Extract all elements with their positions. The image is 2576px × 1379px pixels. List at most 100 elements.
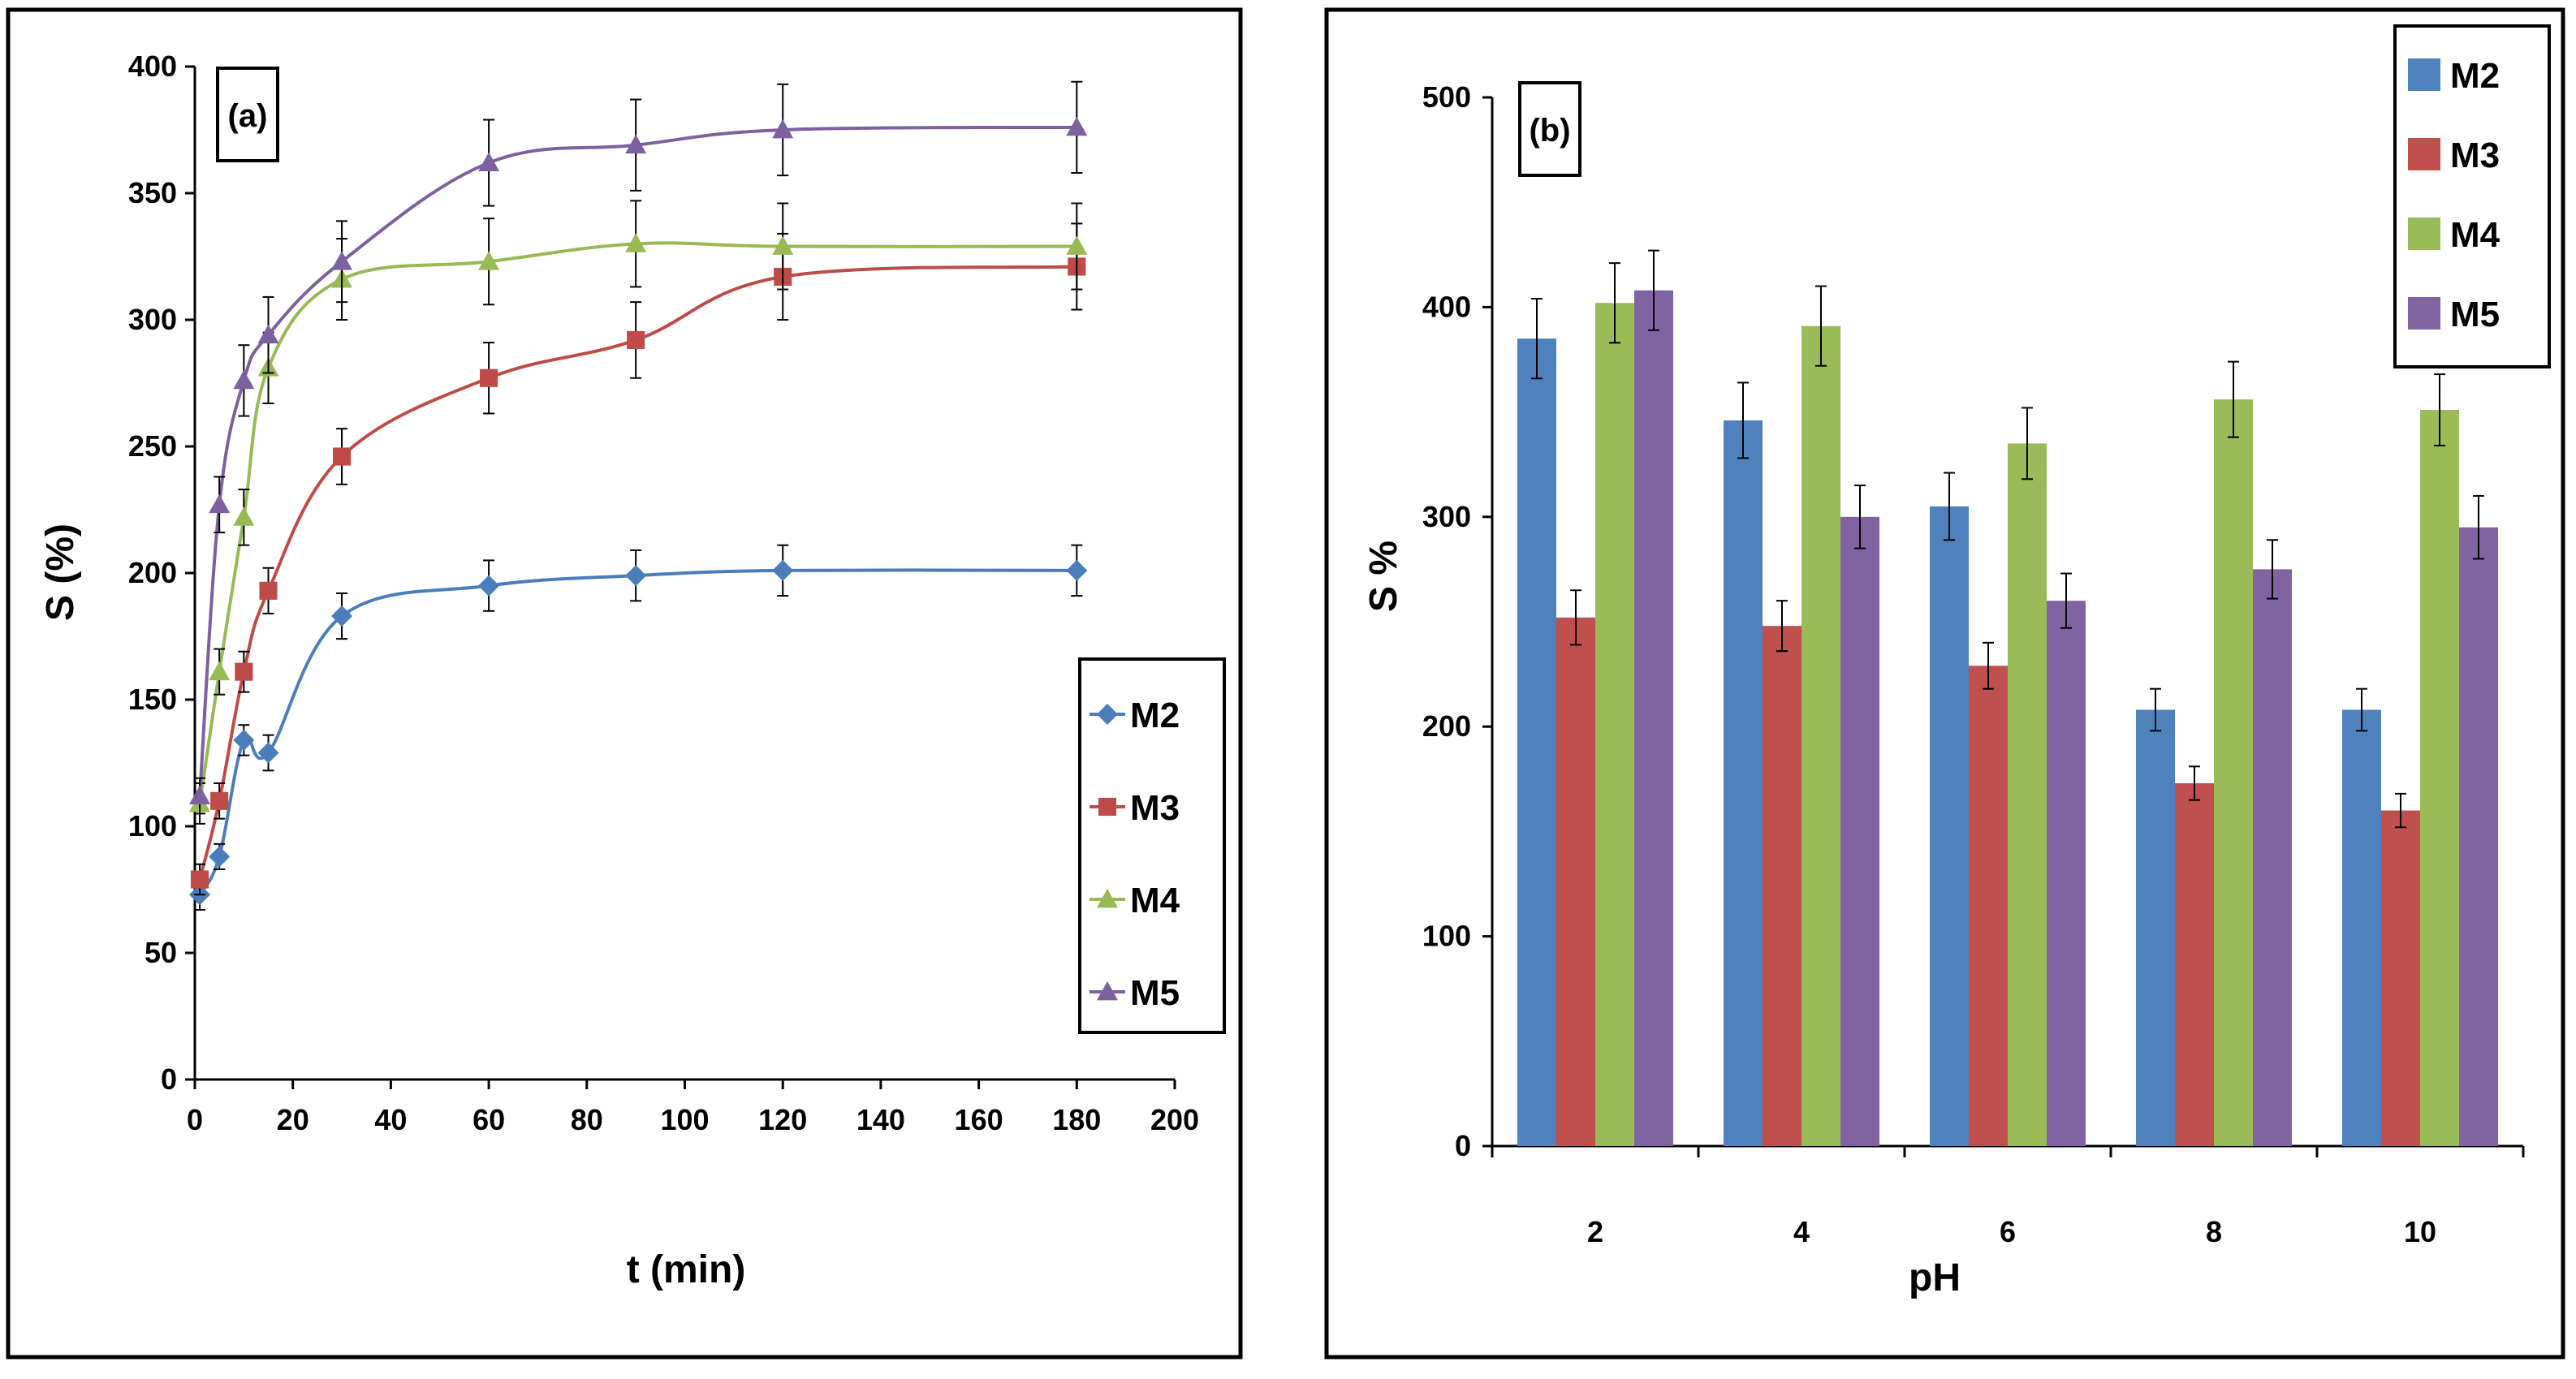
data-point (772, 559, 794, 581)
panel-a-label-box: (a) (216, 67, 279, 162)
y-tick-label: 300 (128, 303, 177, 336)
legend-label: M5 (2450, 295, 2500, 334)
legend-box (1078, 657, 1226, 1034)
bar-chart-panel: 0 100 200 300 400 500 2 4 6 8 10 (b) pH S % M2 M3 M4… (1362, 24, 2551, 1299)
legend-label: M5 (1130, 973, 1180, 1013)
x-tick-label: 200 (1150, 1103, 1199, 1136)
data-point (333, 447, 352, 466)
legend-swatch (2408, 218, 2440, 250)
data-point (331, 251, 353, 270)
x-tick-label: 180 (1052, 1103, 1101, 1136)
y-tick-label: 200 (128, 556, 177, 589)
data-point (772, 235, 794, 255)
panel-b-ylabel: S % (1362, 541, 1405, 612)
legend-label: M4 (2450, 215, 2500, 255)
x-tick-label: 60 (472, 1103, 505, 1136)
data-point (772, 119, 794, 139)
bar (1556, 617, 1595, 1146)
bar (2008, 443, 2047, 1146)
data-point (478, 251, 500, 270)
bar (2381, 810, 2420, 1146)
panel-a-ylabel: S (%) (39, 524, 82, 621)
data-point (233, 369, 255, 390)
data-point (190, 870, 209, 889)
panel-a-xlabel: t (min) (627, 1248, 746, 1291)
bar (1595, 303, 1634, 1147)
bar (1724, 420, 1763, 1146)
x-tick-label: 0 (187, 1103, 203, 1136)
bar (1634, 290, 1673, 1146)
bar (1930, 506, 1969, 1146)
panel-a-label: (a) (228, 98, 268, 134)
legend-swatch (2408, 58, 2440, 91)
x-tick-label: 10 (2404, 1215, 2436, 1248)
x-tick-label: 8 (2206, 1215, 2222, 1248)
x-tick-label: 20 (277, 1103, 309, 1136)
data-point (189, 785, 211, 804)
bar (2420, 410, 2459, 1146)
panel-b-xlabel: pH (1909, 1256, 1961, 1299)
bar (1517, 338, 1556, 1146)
data-point (1066, 116, 1088, 136)
data-point (625, 233, 647, 252)
x-tick-label: 6 (2000, 1215, 2016, 1248)
y-tick-label: 400 (128, 50, 177, 83)
bar (2253, 569, 2292, 1146)
data-point (257, 324, 279, 344)
y-tick-label: 500 (1422, 80, 1471, 114)
bar (1801, 325, 1840, 1146)
data-point (257, 742, 279, 764)
legend-swatch (2408, 138, 2440, 170)
bar (1969, 666, 2008, 1146)
data-point (478, 575, 500, 597)
x-tick-label: 160 (955, 1103, 1003, 1136)
panel-a-legend: M2 M3 M4 M5 (1078, 657, 1226, 1034)
x-tick-label: 4 (1793, 1215, 1810, 1248)
y-tick-label: 50 (145, 936, 177, 969)
panel-b-label-box: (b) (1518, 81, 1581, 177)
legend-swatch (2408, 297, 2440, 330)
panel-b-bars (1517, 249, 2498, 1147)
y-tick-label: 350 (128, 176, 177, 209)
y-tick-label: 0 (1455, 1129, 1471, 1162)
legend-label: M2 (1130, 696, 1180, 735)
series-m5 (189, 80, 1088, 815)
series-m5 (1634, 249, 2498, 1146)
y-tick-label: 300 (1422, 500, 1471, 533)
bar (2214, 399, 2253, 1146)
y-tick-label: 100 (128, 809, 177, 842)
data-point (1066, 559, 1088, 581)
series-m2 (1517, 298, 2381, 1146)
data-point (478, 152, 500, 171)
panel-a-series (189, 80, 1088, 911)
x-tick-label: 2 (1587, 1215, 1603, 1248)
bar (2342, 709, 2381, 1146)
line-chart-panel: 0 50 100 150 200 250 300 350 400 0 20 40 60 80 100 120 1… (39, 50, 1226, 1291)
x-tick-label: 100 (660, 1103, 709, 1136)
y-tick-label: 200 (1422, 709, 1471, 743)
y-tick-label: 250 (128, 429, 177, 463)
x-tick-label: 120 (758, 1103, 807, 1136)
legend-marker (1098, 797, 1117, 817)
bar (2047, 601, 2086, 1146)
x-tick-label: 140 (857, 1103, 905, 1136)
bar (1840, 516, 1879, 1146)
y-tick-label: 150 (128, 683, 177, 716)
data-point (235, 662, 253, 681)
legend-marker (1097, 704, 1118, 725)
bar (2136, 709, 2175, 1146)
data-point (331, 605, 353, 627)
data-point (233, 506, 255, 526)
panel-b-legend: M2 M3 M4 M5 (2393, 24, 2551, 368)
series-m2 (189, 544, 1088, 911)
legend-marker (1097, 889, 1118, 908)
data-point (233, 729, 255, 751)
panel-b-label: (b) (1529, 113, 1570, 149)
data-point (1066, 235, 1088, 255)
data-point (209, 493, 231, 514)
legend-label: M3 (2450, 136, 2500, 175)
legend-marker (1097, 981, 1118, 1001)
data-point (627, 330, 645, 350)
legend-label: M2 (2450, 56, 2500, 96)
